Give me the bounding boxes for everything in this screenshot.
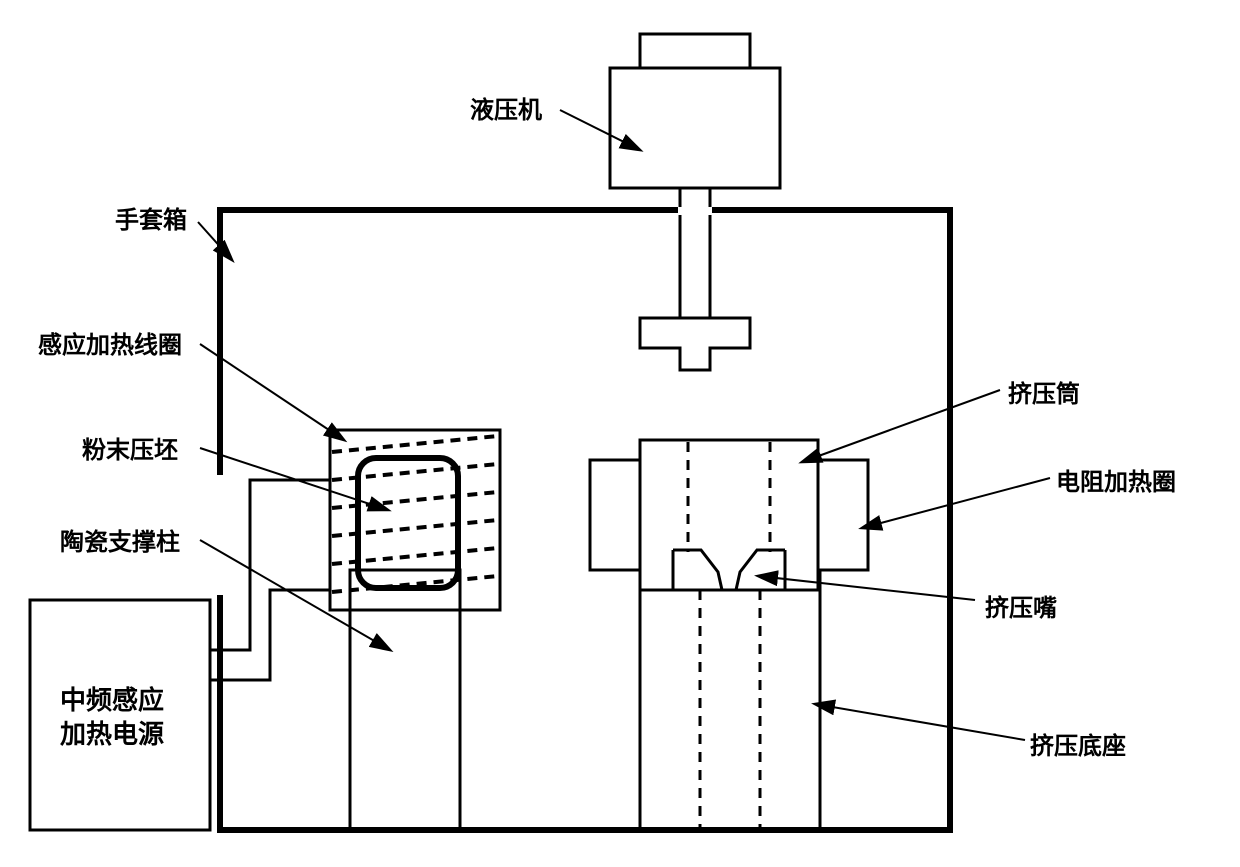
arrow-hydraulic xyxy=(560,110,640,150)
wire-2 xyxy=(210,590,330,680)
label-extrusion-cylinder: 挤压筒 xyxy=(1008,374,1080,409)
resistance-heater-right xyxy=(818,460,868,570)
label-powder-compact: 粉末压坯 xyxy=(82,430,178,465)
arrow-resist xyxy=(862,478,1050,528)
label-extrusion-nozzle: 挤压嘴 xyxy=(985,588,1057,623)
resistance-heater-left xyxy=(590,460,640,570)
label-ceramic-support: 陶瓷支撑柱 xyxy=(60,522,180,557)
label-resistance-heater: 电阻加热圈 xyxy=(1056,462,1176,497)
arrow-ext-cyl xyxy=(802,390,1000,462)
extrusion-cylinder xyxy=(640,440,818,590)
diagram-root: 液压机 手套箱 感应加热线圈 粉末压坯 陶瓷支撑柱 挤压筒 电阻加热圈 挤压嘴 … xyxy=(0,0,1240,867)
arrow-glovebox xyxy=(198,222,232,260)
label-power-supply-1: 中频感应 xyxy=(60,680,164,717)
press-head xyxy=(640,318,750,370)
arrow-base xyxy=(815,704,1025,740)
press-body xyxy=(610,68,780,188)
extrusion-base xyxy=(640,560,820,830)
arrow-ceramic xyxy=(200,540,390,650)
label-glove-box: 手套箱 xyxy=(115,200,187,235)
label-hydraulic-press: 液压机 xyxy=(470,90,542,125)
press-cap xyxy=(640,34,750,68)
label-induction-coil: 感应加热线圈 xyxy=(38,325,182,360)
label-power-supply-2: 加热电源 xyxy=(60,714,164,751)
label-extrusion-base: 挤压底座 xyxy=(1030,726,1126,761)
